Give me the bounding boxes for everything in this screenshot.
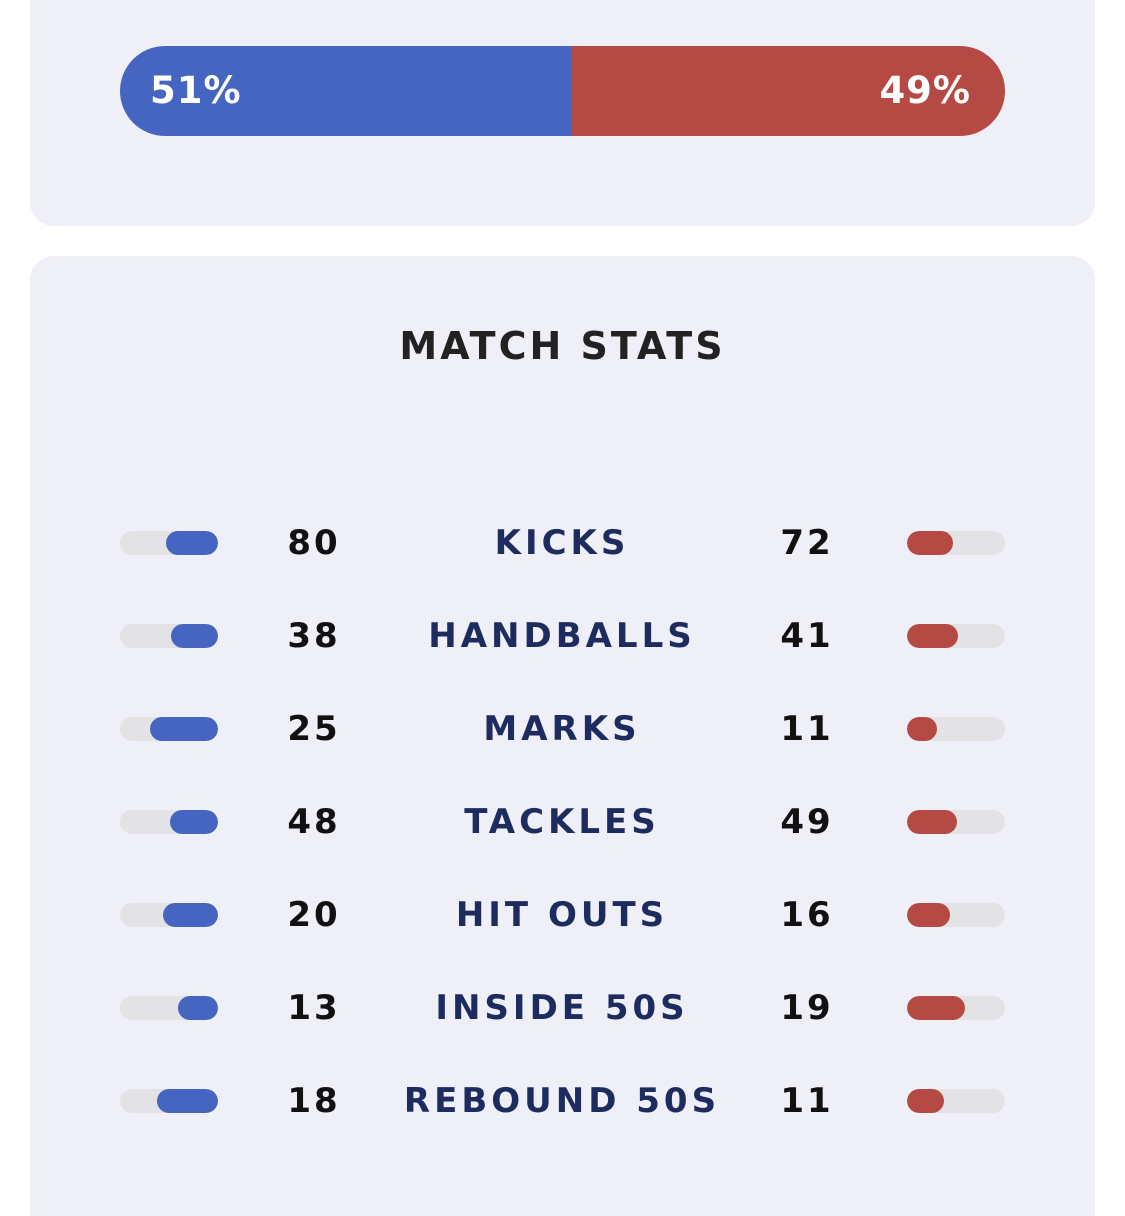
home-bar-track: [120, 624, 218, 648]
away-bar-fill: [907, 903, 951, 927]
home-bar-fill: [150, 717, 218, 741]
away-value: 11: [780, 1081, 834, 1121]
stat-label: HANDBALLS: [428, 616, 696, 656]
possession-away-label: 49%: [879, 69, 971, 112]
stat-label: KICKS: [494, 523, 630, 563]
home-bar-track: [120, 996, 218, 1020]
away-bar-fill: [907, 624, 958, 648]
home-bar-fill: [163, 903, 218, 927]
match-stats-title: MATCH STATS: [399, 324, 726, 368]
home-value: 18: [287, 1081, 341, 1121]
home-value: 20: [287, 895, 341, 935]
stat-label: MARKS: [483, 709, 641, 749]
away-bar-fill: [907, 717, 938, 741]
away-bar-track: [907, 624, 1005, 648]
away-bar-fill: [907, 531, 954, 555]
stat-row-handballs: 38 HANDBALLS 41: [30, 606, 1095, 666]
away-bar-fill: [907, 996, 965, 1020]
away-bar-track: [907, 810, 1005, 834]
possession-bar: 51% 49%: [120, 46, 1005, 136]
possession-away-segment: 49%: [571, 46, 1005, 136]
away-bar-track: [907, 717, 1005, 741]
stat-row-tackles: 48 TACKLES 49: [30, 792, 1095, 852]
away-value: 72: [780, 523, 834, 563]
home-value: 80: [287, 523, 341, 563]
home-bar-fill: [169, 810, 218, 834]
away-value: 19: [780, 988, 834, 1028]
home-bar-track: [120, 1089, 218, 1113]
stat-row-kicks: 80 KICKS 72: [30, 513, 1095, 573]
home-value: 13: [287, 988, 341, 1028]
possession-home-label: 51%: [150, 69, 242, 112]
stat-label: TACKLES: [464, 802, 660, 842]
stat-label: HIT OUTS: [455, 895, 669, 935]
match-stats-card: MATCH STATS 80 KICKS 72 38 HANDBALLS 41 …: [30, 256, 1095, 1216]
away-value: 16: [780, 895, 834, 935]
away-bar-track: [907, 531, 1005, 555]
away-value: 11: [780, 709, 834, 749]
away-bar-fill: [907, 1089, 945, 1113]
stat-row-hit-outs: 20 HIT OUTS 16: [30, 885, 1095, 945]
home-bar-fill: [170, 624, 218, 648]
away-bar-track: [907, 903, 1005, 927]
home-bar-track: [120, 531, 218, 555]
away-bar-track: [907, 1089, 1005, 1113]
away-value: 41: [780, 616, 834, 656]
stat-label: REBOUND 50S: [403, 1081, 721, 1121]
home-value: 48: [287, 802, 341, 842]
home-value: 38: [287, 616, 341, 656]
stat-row-inside-50s: 13 INSIDE 50S 19: [30, 978, 1095, 1038]
away-value: 49: [780, 802, 834, 842]
home-bar-fill: [177, 996, 218, 1020]
home-value: 25: [287, 709, 341, 749]
home-bar-track: [120, 903, 218, 927]
home-bar-fill: [157, 1089, 218, 1113]
stat-row-marks: 25 MARKS 11: [30, 699, 1095, 759]
possession-card: 51% 49%: [30, 0, 1095, 226]
away-bar-track: [907, 996, 1005, 1020]
stat-label: INSIDE 50S: [435, 988, 689, 1028]
home-bar-fill: [166, 531, 218, 555]
possession-home-segment: 51%: [120, 46, 572, 136]
stat-row-rebound-50s: 18 REBOUND 50S 11: [30, 1071, 1095, 1131]
home-bar-track: [120, 810, 218, 834]
home-bar-track: [120, 717, 218, 741]
away-bar-fill: [907, 810, 957, 834]
